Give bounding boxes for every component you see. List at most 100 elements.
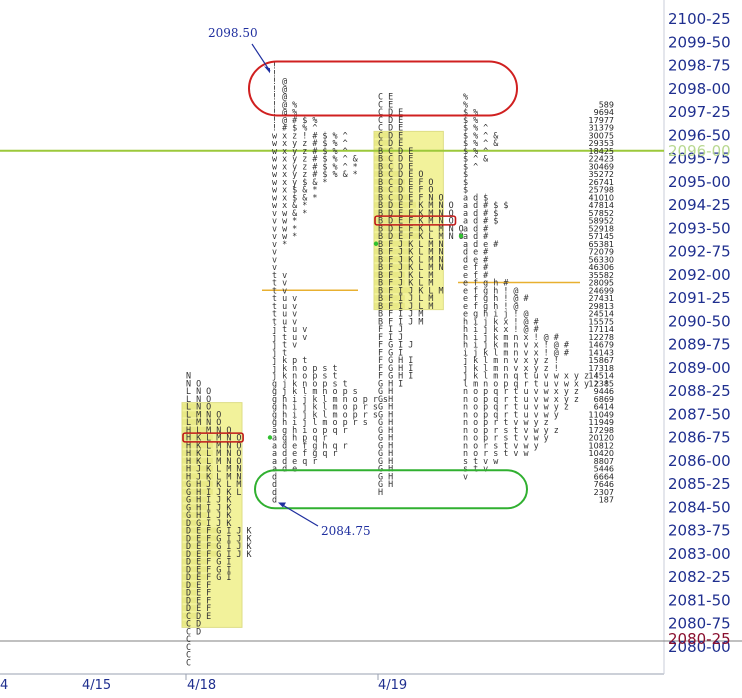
- volume-value: 17318: [589, 364, 614, 373]
- price-tick-label: 2080-75: [668, 615, 731, 633]
- volume-value: 20120: [589, 434, 614, 443]
- tpo-row: C D E: [378, 138, 403, 148]
- tpo-row: F I J: [378, 332, 403, 342]
- volume-value: 57852: [589, 209, 614, 218]
- tpo-row: $ % ^: [463, 123, 488, 133]
- tpo-row: G H: [378, 464, 393, 474]
- tpo-row: B D E F K L M N O: [378, 223, 464, 233]
- value-area-bar: [374, 155, 394, 162]
- volume-value: 589: [599, 100, 614, 109]
- price-tick-label: 2085-25: [668, 475, 731, 493]
- tpo-row: v: [272, 262, 277, 272]
- value-area-bar: [182, 450, 213, 456]
- price-tick-label: 2100-25: [668, 10, 731, 28]
- value-area-bar: [182, 535, 219, 542]
- tpo-row: $ % ^ &: [463, 138, 498, 148]
- volume-value: 46306: [589, 263, 614, 272]
- price-tick-label: 2098-75: [668, 57, 731, 75]
- tpo-row: g h i j k l m o p r s: [272, 409, 378, 419]
- volume-value: 30469: [589, 162, 614, 171]
- volume-value: 29353: [589, 139, 614, 148]
- volume-value: 9446: [594, 387, 614, 396]
- tpo-row: w x y z # $ % & *: [272, 169, 358, 179]
- tpo-row: v *: [272, 239, 287, 249]
- price-tick-label: 2092-75: [668, 243, 731, 261]
- green-highlight-ellipse: [254, 469, 528, 510]
- tpo-row: B F I J M: [378, 309, 423, 319]
- tpo-row: F G H I: [378, 363, 413, 373]
- tpo-row: w x z ! # $ % ^: [272, 130, 348, 140]
- tpo-row: %: [463, 99, 468, 109]
- tpo-row: j k n o p s t: [272, 363, 338, 373]
- tpo-row: t v: [272, 285, 287, 295]
- tpo-row: D E F G I: [186, 572, 231, 582]
- tpo-row: C D E: [186, 611, 211, 621]
- tpo-session: NN OL N OL N OL N OL M N OL M N OH L M N…: [182, 371, 253, 667]
- tpo-row: j t u v: [272, 324, 307, 334]
- volume-value: 31379: [589, 124, 614, 133]
- tpo-row: B F J K L M N: [378, 254, 444, 264]
- tpo-row: v: [272, 247, 277, 257]
- tpo-row: g j k n o p s t: [272, 378, 348, 388]
- tpo-row: D E F: [186, 603, 211, 613]
- tpo-row: H L M N O: [186, 425, 231, 435]
- value-area-bar: [182, 488, 213, 495]
- tpo-row: !: [272, 61, 277, 71]
- price-axis: 2100-25 2099-50 2098-75 2098-00 2097-25 2096-…: [668, 10, 731, 656]
- tpo-row: t v: [272, 278, 287, 288]
- tpo-row: $ % ^: [463, 146, 488, 156]
- tpo-row: C: [186, 650, 191, 660]
- tpo-row: D E F G I J K: [186, 541, 253, 551]
- tpo-row: j k n o p s t: [272, 371, 338, 381]
- value-area-bar: [374, 163, 394, 170]
- volume-value: 30075: [589, 131, 614, 140]
- annotation-label: 2084.75: [321, 524, 371, 538]
- tpo-row: F G H I: [378, 355, 413, 365]
- tpo-row: g h i j l m o p r s: [272, 417, 368, 427]
- tpo-row: G H: [378, 448, 393, 458]
- tpo-row: j t v: [272, 340, 297, 350]
- tpo-row: h i j k x ! @ #: [463, 324, 540, 334]
- tpo-row: v w *: [272, 223, 297, 233]
- price-tick-label: 2083-00: [668, 545, 731, 563]
- open-marker: [267, 435, 273, 440]
- price-tick-label: 2094-25: [668, 196, 731, 214]
- tpo-row: H J K L M N: [186, 464, 241, 474]
- price-tick-label: 2081-50: [668, 591, 731, 609]
- tpo-row: $: [463, 185, 468, 195]
- tpo-row: ! # $ % ^: [272, 123, 317, 133]
- value-area-bar: [182, 481, 213, 487]
- tpo-session: !!! @! @! @! @ %! @ %! @ # $ %! # $ % ^w…: [272, 61, 388, 505]
- tpo-row: L N O: [186, 386, 211, 396]
- value-area-bar: [182, 403, 197, 410]
- tpo-row: v: [272, 254, 277, 264]
- tpo-row: F I J: [378, 324, 403, 334]
- tpo-row: B F J K L M: [378, 270, 433, 280]
- tpo-row: C D E: [378, 130, 403, 140]
- tpo-row: G H: [378, 433, 393, 443]
- tpo-row: D E F G I J K: [186, 526, 253, 536]
- price-tick-label: 2082-25: [668, 568, 731, 586]
- tpo-row: w x y z # $ % ^: [272, 146, 348, 156]
- value-area-bar: [182, 589, 197, 596]
- tpo-row: h i j k m n x ! @ #: [463, 332, 560, 342]
- tpo-row: B F J K L M: [378, 278, 433, 288]
- tpo-row: D E F G I: [186, 557, 231, 567]
- tpo-row: G H: [378, 471, 393, 481]
- open-marker: [373, 241, 379, 246]
- tpo-row: H K L M N O: [186, 440, 241, 450]
- volume-value: 41010: [589, 193, 614, 202]
- value-area-bar: [374, 279, 405, 286]
- value-area-bar: [182, 597, 197, 604]
- value-area-bar: [374, 248, 411, 255]
- tpo-row: a d e: [272, 464, 297, 474]
- value-area-bar: [182, 558, 208, 565]
- volume-value: 18425: [589, 147, 614, 156]
- date-axis: 4 4/15 4/18 4/19: [0, 674, 407, 693]
- tpo-session: %%$ %$ %$ % ^$ % ^ &$ % ^ &$ % ^$ ^ &$ ^…: [463, 92, 609, 482]
- value-area-bar: [374, 295, 405, 301]
- tpo-row: e f g h ! @: [463, 285, 518, 295]
- value-area-bar: [182, 566, 208, 573]
- volume-value: 7646: [594, 480, 614, 489]
- annotation-arrow: [279, 502, 319, 527]
